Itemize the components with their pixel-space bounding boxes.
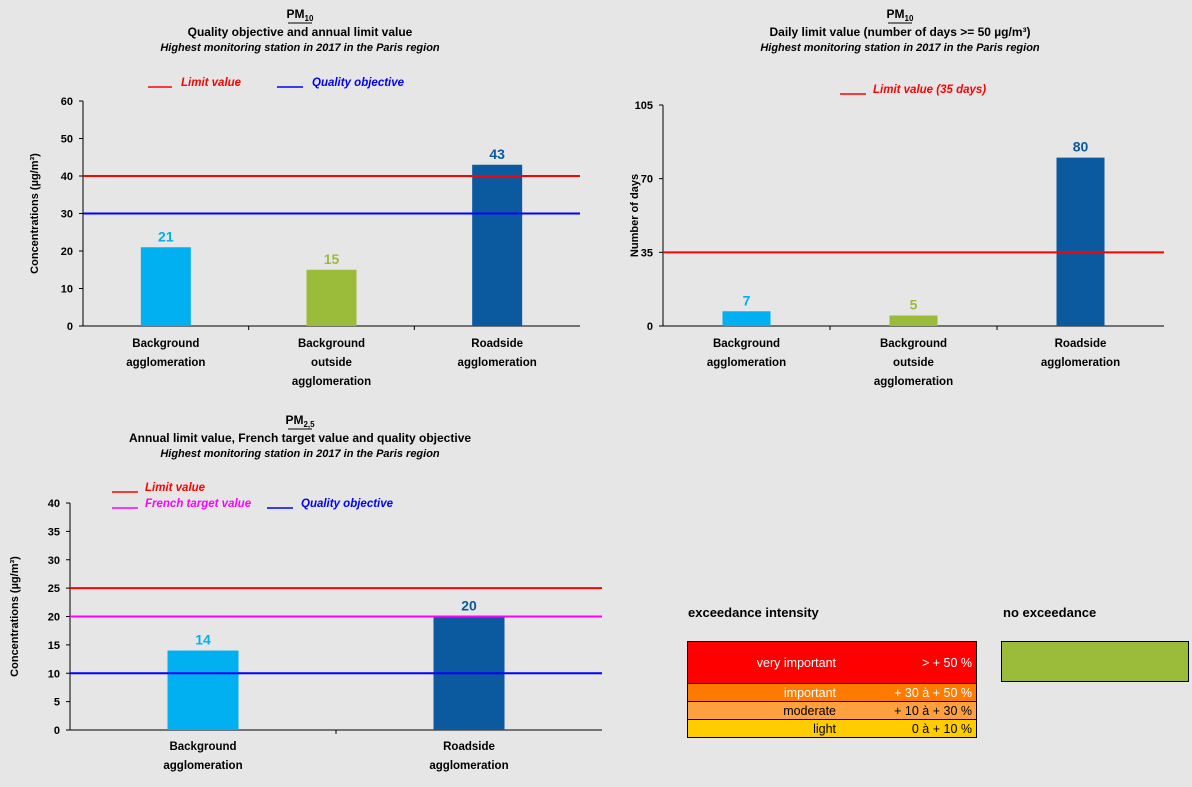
category-label: Background outside agglomeration [292,338,371,388]
y-tick-label: 10 [61,284,73,296]
chart-title: PM10 [887,7,914,23]
y-tick-label: 40 [48,498,60,510]
intensity-level-name: important [783,685,836,700]
data-label: 80 [1073,139,1089,155]
y-tick-label: 105 [635,100,653,112]
y-tick-label: 20 [48,612,60,624]
legend-label: Limit value (35 days) [873,84,986,96]
legend-label: Limit value [145,482,206,494]
y-tick-label: 20 [61,246,73,258]
legend-label: Quality objective [312,77,405,89]
exceedance-intensity-table: very important > + 50 % important + 30 à… [687,641,977,738]
intensity-level-name: very important [756,655,836,670]
data-label: 7 [743,292,751,308]
chart-pm10-annual-svg: PM10 Quality objective and annual limit v… [29,7,580,388]
data-label: 5 [910,296,918,312]
intensity-level-name: moderate [783,703,836,718]
legend-label: Limit value [181,77,242,89]
chart-pm10-daily: PM10 Daily limit value (number of days >=… [600,0,1192,400]
bar [1056,157,1105,326]
category-label: Background agglomeration [163,741,242,772]
category-label: Roadside agglomeration [458,338,537,369]
bar [140,247,191,326]
y-tick-label: 40 [61,171,73,183]
chart-title: PM2,5 [285,413,315,429]
category-label: Background agglomeration [707,338,786,369]
legend-label: French target value [145,498,252,510]
chart-pm25-annual: PM2,5 Annual limit value, French target v… [0,400,620,787]
y-tick-label: 0 [54,725,60,737]
y-tick-label: 60 [61,96,73,108]
bar [472,164,523,326]
intensity-level-range: > + 50 % [921,655,972,670]
no-exceedance-swatch [1001,641,1189,682]
y-tick-label: 70 [641,174,653,186]
chart-subtitle-2: Highest monitoring station in 2017 in th… [160,448,440,460]
data-label: 21 [158,228,174,244]
y-tick-label: 25 [48,583,60,595]
chart-subtitle: Annual limit value, French target value … [129,431,471,445]
category-label: Roadside agglomeration [1041,338,1120,369]
category-label: Background agglomeration [126,338,205,369]
y-axis-label: Number of days [629,174,641,257]
y-tick-label: 35 [48,526,60,538]
chart-title: PM10 [287,7,314,23]
data-label: 20 [461,598,477,614]
data-label: 15 [324,251,340,267]
chart-pm10-annual: PM10 Quality objective and annual limit v… [0,0,600,400]
y-tick-label: 5 [54,697,60,709]
chart-pm10-daily-svg: PM10 Daily limit value (number of days >=… [629,7,1164,388]
chart-pm25-annual-svg: PM2,5 Annual limit value, French target v… [9,413,602,772]
intensity-row-very-important: very important > + 50 % [688,642,976,683]
chart-subtitle-2: Highest monitoring station in 2017 in th… [160,42,440,54]
category-label: Roadside agglomeration [429,741,508,772]
intensity-row-important: important + 30 à + 50 % [688,683,976,701]
intensity-level-range: + 30 à + 50 % [894,685,972,700]
exceedance-intensity-title: exceedance intensity [688,605,819,620]
no-exceedance-title: no exceedance [1003,605,1097,620]
data-label: 14 [195,632,211,648]
intensity-level-name: light [813,721,836,736]
y-tick-label: 30 [48,555,60,567]
intensity-row-moderate: moderate + 10 à + 30 % [688,701,976,719]
y-tick-label: 15 [48,640,60,652]
y-tick-label: 50 [61,134,73,146]
legend-label: Quality objective [301,498,394,510]
intensity-level-range: 0 à + 10 % [911,721,972,736]
intensity-row-light: light 0 à + 10 % [688,719,976,737]
bar [167,650,239,730]
y-tick-label: 30 [61,209,73,221]
intensity-level-range: + 10 à + 30 % [894,703,972,718]
chart-subtitle: Daily limit value (number of days >= 50 … [770,25,1031,39]
y-axis-label: Concentrations (µg/m³) [29,153,41,274]
y-tick-label: 0 [67,321,73,333]
chart-subtitle-2: Highest monitoring station in 2017 in th… [760,42,1040,54]
y-axis-label: Concentrations (µg/m³) [9,556,21,677]
bar [722,311,771,326]
category-label: Background outside agglomeration [874,338,953,388]
y-tick-label: 0 [647,321,653,333]
bar [889,315,938,326]
chart-subtitle: Quality objective and annual limit value [188,25,413,39]
y-tick-label: 35 [641,247,653,259]
bar [306,269,357,326]
y-tick-label: 10 [48,668,60,680]
data-label: 43 [489,146,505,162]
